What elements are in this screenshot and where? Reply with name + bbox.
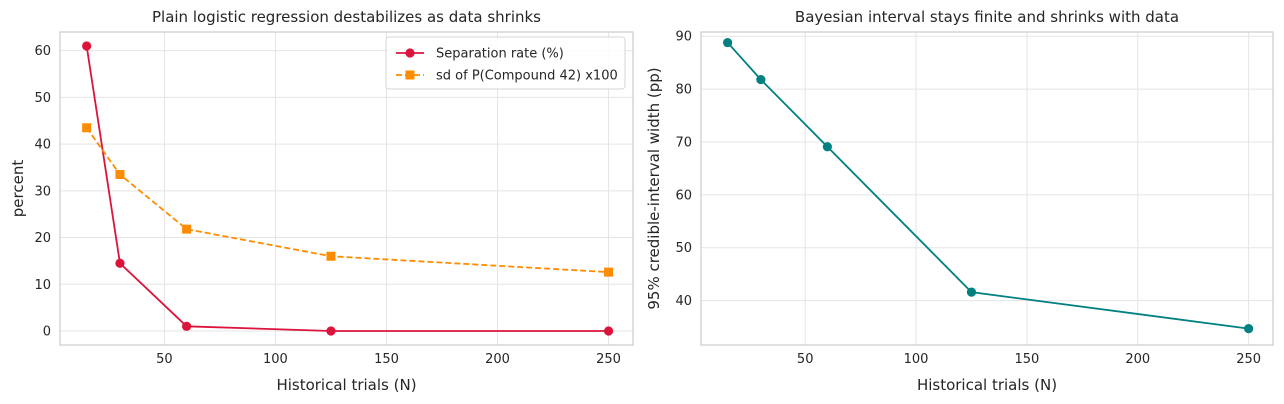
x-tick-label: 150 [1014,352,1039,367]
y-tick-label: 70 [675,135,692,150]
series-0 [82,41,614,336]
plot-frame [700,31,1274,346]
data-point [1244,324,1254,334]
data-point [604,267,614,277]
data-point [115,258,125,268]
y-tick-label: 40 [675,294,692,309]
legend-marker [405,70,415,80]
x-tick-label: 200 [485,352,510,367]
data-point [182,224,192,234]
data-point [115,169,125,179]
x-tick-label: 100 [904,352,929,367]
y-tick-label: 40 [34,138,51,153]
chart-title: Bayesian interval stays finite and shrin… [795,8,1179,26]
data-point [723,37,733,48]
legend-label: Separation rate (%) [436,47,564,62]
legend-marker [405,48,415,58]
y-tick-label: 50 [675,241,692,256]
x-tick-label: 250 [596,352,621,367]
y-tick-label: 90 [675,30,692,45]
gridlines [701,32,1273,345]
y-tick-label: 0 [43,324,51,339]
x-tick-label: 100 [263,352,288,367]
y-tick-label: 60 [34,44,51,59]
x-tick-label: 200 [1125,352,1150,367]
series-line [85,127,609,274]
data-point [966,287,977,297]
left-chart-panel: 50 100 150 200 250 0 10 20 30 40 50 60 Plain logisti… [9,8,634,394]
y-tick-label: 20 [34,231,51,246]
data-point [82,123,92,133]
y-axis-label: percent [9,160,27,218]
chart-title: Plain logistic regression destabilizes a… [152,8,541,26]
legend: Separation rate (%) sd of P(Compound 42) … [385,36,626,90]
x-tick-label: 50 [156,352,173,367]
data-point [822,142,832,152]
data-point [326,251,336,261]
series-line [726,41,1249,330]
y-tick-label: 30 [34,184,51,199]
y-tick-label: 50 [34,91,51,106]
y-axis-label: 95% credible-interval width (pp) [645,67,663,309]
y-tick-label: 80 [675,83,692,98]
series-1 [82,123,614,277]
data-point [82,41,92,51]
x-tick-label: 50 [797,352,814,367]
data-point [326,326,336,336]
legend-box [385,36,626,90]
x-tick-label: 250 [1236,352,1261,367]
data-point [181,321,192,331]
data-point [756,74,766,85]
x-axis-label: Historical trials (N) [276,376,416,394]
legend-label: sd of P(Compound 42) x100 [436,69,618,84]
x-tick-label: 150 [374,352,399,367]
plot-frame [59,31,634,346]
x-axis-label: Historical trials (N) [917,376,1057,394]
right-chart-panel: 50 100 150 200 250 40 50 60 70 80 90 Bayesian inter… [645,8,1274,394]
y-tick-label: 10 [34,278,51,293]
data-point [603,326,614,336]
y-tick-label: 60 [675,188,692,203]
series-0 [723,37,1254,334]
